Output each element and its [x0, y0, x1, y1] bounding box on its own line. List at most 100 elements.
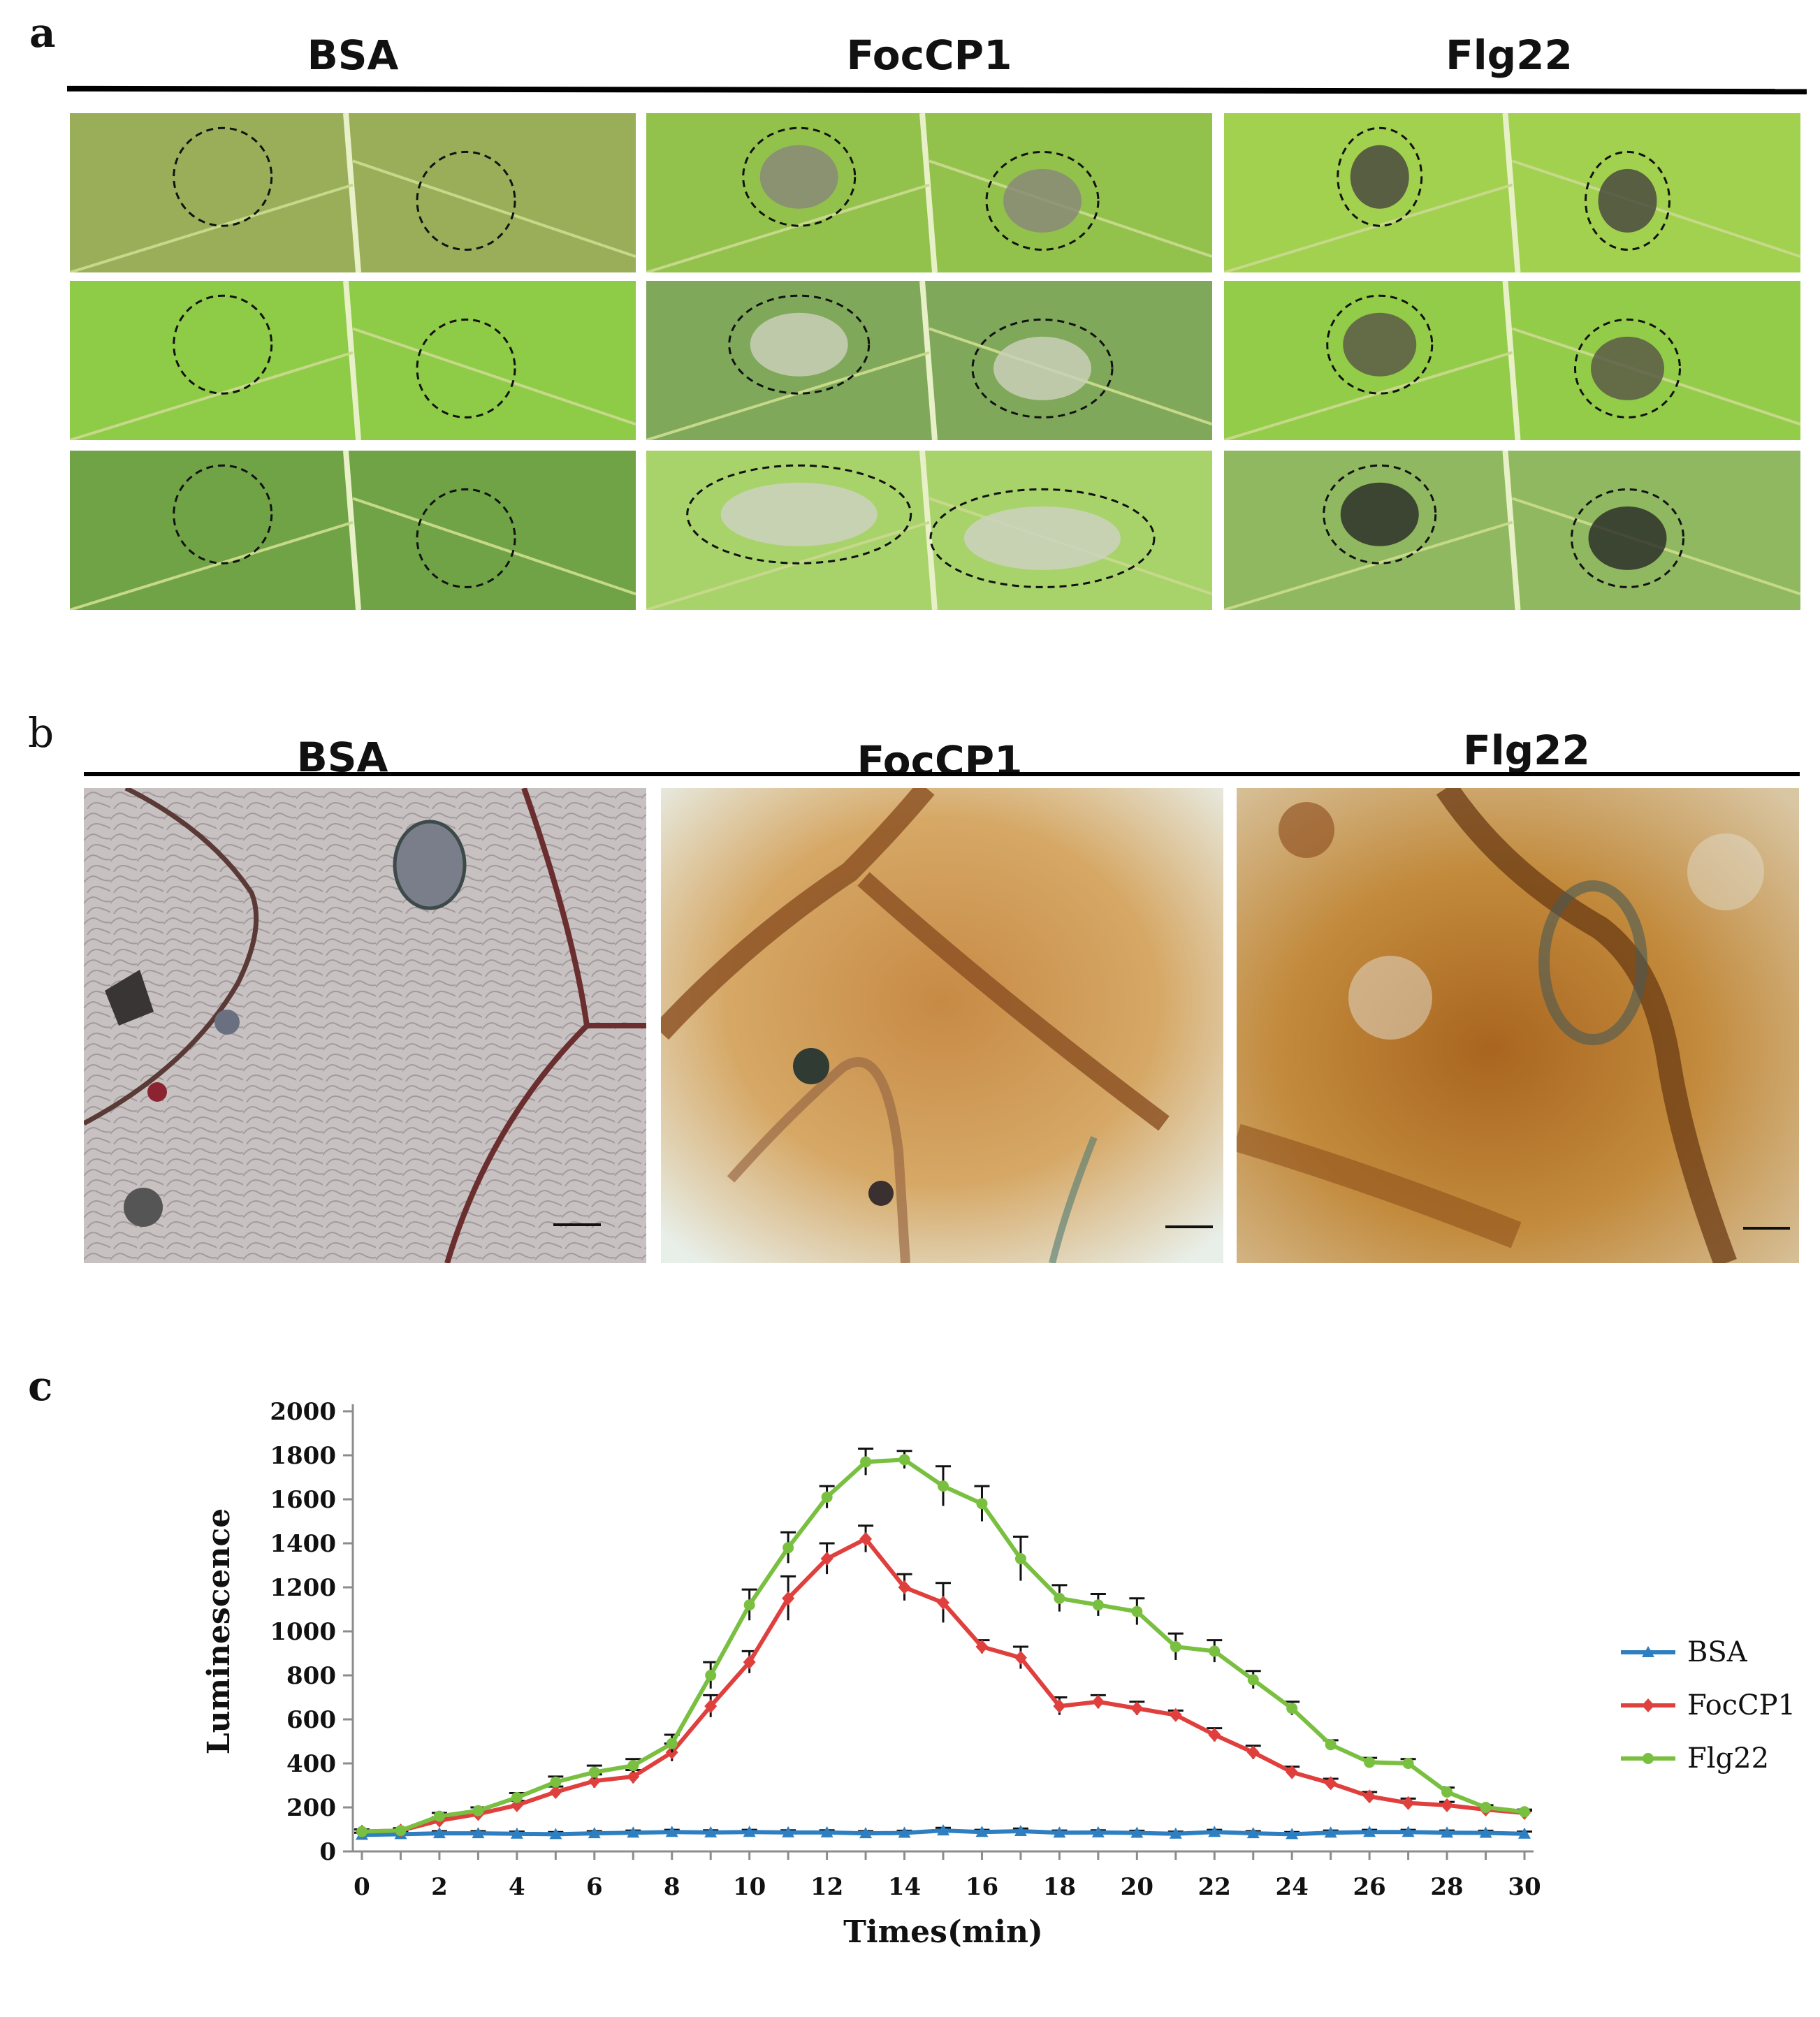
panel-a-leaf-photo — [1224, 281, 1800, 440]
panel-b-micrograph-foccp1 — [661, 788, 1223, 1263]
flg22-data-point — [898, 1454, 910, 1466]
bsa-data-point — [510, 1827, 523, 1839]
bsa-data-point — [1518, 1827, 1531, 1839]
panel-b-title-bsa: BSA — [296, 734, 388, 781]
bsa-data-point — [743, 1826, 756, 1837]
y-tick-label: 200 — [286, 1794, 336, 1822]
flg22-data-point — [356, 1826, 367, 1837]
flg22-data-point — [550, 1776, 562, 1788]
flg22-data-point — [860, 1456, 872, 1468]
panel-a-leaf-photo — [1224, 451, 1800, 610]
legend-label-foccp1: FocCP1 — [1687, 1689, 1796, 1721]
foccp1-data-point — [1324, 1776, 1337, 1791]
bsa-data-point — [1479, 1826, 1492, 1838]
bsa-data-point — [782, 1826, 795, 1837]
flg22-data-point — [1247, 1674, 1259, 1686]
y-tick-label: 1000 — [270, 1618, 336, 1646]
flg22-data-point — [821, 1491, 833, 1503]
flg22-data-point — [938, 1480, 949, 1492]
bsa-data-point — [472, 1827, 485, 1839]
foccp1-data-point — [859, 1531, 873, 1546]
bsa-data-point — [975, 1826, 989, 1837]
foccp1-data-point — [588, 1774, 601, 1789]
x-tick-label: 14 — [888, 1873, 921, 1901]
foccp1-data-point — [1286, 1765, 1299, 1779]
bsa-data-point — [1363, 1826, 1376, 1837]
y-tick-label: 800 — [286, 1662, 336, 1690]
bsa-data-point — [937, 1824, 949, 1836]
panel-b-letter: b — [28, 709, 54, 757]
legend-label-flg22: Flg22 — [1687, 1742, 1769, 1775]
y-tick-label: 1200 — [270, 1574, 336, 1602]
panel-a-leaf-photo — [70, 451, 636, 610]
x-tick-label: 12 — [810, 1873, 843, 1901]
x-tick-label: 26 — [1353, 1873, 1385, 1901]
flg22-data-point — [472, 1805, 484, 1816]
foccp1-data-point — [1130, 1701, 1144, 1716]
flg22-data-point — [627, 1760, 639, 1772]
panel-a-leaf-photo — [646, 451, 1212, 610]
bsa-data-point — [1130, 1826, 1144, 1838]
bsa-data-point — [898, 1826, 911, 1838]
foccp1-data-point — [1363, 1789, 1376, 1804]
legend-label-bsa: BSA — [1687, 1636, 1748, 1668]
bsa-data-point — [1441, 1826, 1454, 1838]
legend-marker-foccp1 — [1642, 1698, 1654, 1712]
y-tick-label: 1400 — [270, 1530, 336, 1558]
flg22-data-point — [1170, 1641, 1181, 1653]
flg22-data-point — [1480, 1802, 1492, 1813]
flg22-data-point — [666, 1738, 678, 1749]
foccp1-data-point — [549, 1784, 562, 1799]
bsa-data-point — [859, 1827, 873, 1839]
flg22-data-point — [1286, 1703, 1298, 1714]
x-tick-label: 18 — [1043, 1873, 1076, 1901]
panel-a-leaf-photo — [70, 113, 636, 272]
flg22-data-point — [1519, 1806, 1530, 1818]
x-tick-label: 6 — [586, 1873, 603, 1901]
x-tick-label: 0 — [354, 1873, 370, 1901]
flg22-series-line — [361, 1457, 1525, 1834]
bsa-data-point — [432, 1827, 446, 1839]
x-tick-label: 2 — [431, 1873, 448, 1901]
panel-a-leaf-photo — [1224, 113, 1800, 272]
panel-b-rule — [84, 772, 1800, 776]
panel-a-title-foccp1: FocCP1 — [846, 31, 1012, 79]
panel-b-micrograph-bsa — [84, 788, 646, 1263]
panel-a-title-flg22: Flg22 — [1446, 31, 1573, 79]
y-tick-label: 2000 — [270, 1398, 336, 1426]
bsa-data-point — [627, 1826, 640, 1838]
bsa-data-point — [549, 1828, 562, 1840]
foccp1-data-point — [704, 1699, 718, 1714]
panel-a-leaf-photo — [646, 113, 1212, 272]
legend-marker-bsa — [1642, 1646, 1654, 1657]
flg22-data-point — [705, 1670, 717, 1681]
flg22-data-point — [433, 1810, 445, 1822]
flg22-data-point — [1402, 1758, 1414, 1769]
bsa-data-point — [1091, 1826, 1105, 1837]
foccp1-data-point — [743, 1655, 756, 1670]
flg22-data-point — [1014, 1553, 1026, 1565]
x-tick-label: 24 — [1276, 1873, 1309, 1901]
flg22-data-point — [1131, 1605, 1143, 1617]
y-axis-title: Luminescence — [201, 1508, 237, 1755]
x-tick-label: 20 — [1121, 1873, 1153, 1901]
bsa-data-point — [1014, 1825, 1027, 1837]
foccp1-data-point — [898, 1580, 911, 1594]
bsa-data-point — [1286, 1828, 1299, 1840]
y-tick-label: 1800 — [270, 1442, 336, 1470]
flg22-data-point — [1209, 1645, 1221, 1657]
x-tick-label: 8 — [664, 1873, 680, 1901]
bsa-data-point — [820, 1826, 833, 1837]
foccp1-data-point — [1208, 1728, 1221, 1742]
x-tick-label: 4 — [509, 1873, 525, 1901]
bsa-data-point — [1169, 1827, 1182, 1839]
panel-c-letter: c — [28, 1362, 53, 1410]
bsa-data-point — [1324, 1826, 1337, 1838]
flg22-data-point — [511, 1791, 523, 1803]
bsa-data-point — [665, 1826, 678, 1837]
foccp1-data-point — [1091, 1694, 1105, 1709]
foccp1-data-point — [1246, 1745, 1260, 1760]
flg22-data-point — [976, 1498, 988, 1510]
flg22-data-point — [1364, 1756, 1376, 1768]
y-tick-label: 600 — [286, 1706, 336, 1734]
